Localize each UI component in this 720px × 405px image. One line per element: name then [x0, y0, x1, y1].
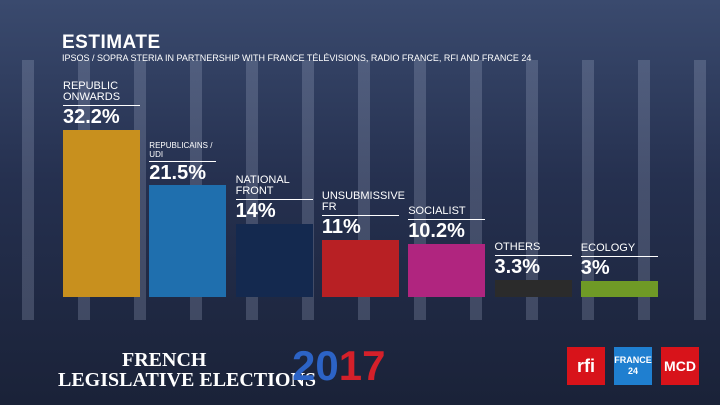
logo: FRANCE 24	[614, 347, 652, 385]
logo: MCD	[661, 347, 699, 385]
bar-label-group: SOCIALIST 10.2%	[408, 206, 493, 242]
bar	[408, 244, 486, 297]
value-label: 21.5%	[149, 161, 207, 184]
bar-label-group: NATIONAL FRONT 14%	[235, 175, 321, 223]
bar-label-group: REPUBLICAINS / UDI 21.5%	[149, 141, 234, 184]
chart-subtitle: IPSOS / SOPRA STERIA IN PARTNERSHIP WITH…	[62, 53, 532, 63]
value-label: 3.3%	[494, 255, 541, 278]
logo: rfi	[567, 347, 605, 385]
bar	[149, 185, 227, 297]
footer-line: FRENCH	[122, 349, 207, 371]
value-label: 14%	[235, 200, 276, 223]
category-label: NATIONAL FRONT	[235, 175, 313, 201]
category-label: OTHERS	[494, 241, 572, 256]
value-label: 3%	[580, 257, 610, 280]
bar-label-group: REPUBLIC ONWARDS 32.2%	[63, 81, 148, 128]
category-label: UNSUBMISSIVE FR	[321, 190, 405, 216]
category-label: REPUBLIC ONWARDS	[63, 81, 140, 106]
category-label: SOCIALIST	[408, 206, 486, 221]
value-label: 11%	[321, 215, 361, 238]
bar-label-group: OTHERS 3.3%	[494, 241, 580, 278]
chart-title: ESTIMATE	[62, 32, 161, 53]
bar-label-group: UNSUBMISSIVE FR 11%	[321, 190, 407, 238]
bar	[321, 239, 399, 297]
bar	[63, 130, 140, 297]
value-label: 10.2%	[408, 220, 465, 243]
bar	[235, 224, 313, 297]
value-label: 32.2%	[63, 106, 120, 128]
bar	[580, 281, 658, 297]
bar	[494, 279, 572, 297]
category-label: ECOLOGY	[580, 243, 658, 258]
footer-year: 2017	[292, 342, 386, 389]
category-label: REPUBLICAINS / UDI	[149, 141, 217, 162]
bar-label-group: ECOLOGY 3%	[580, 243, 666, 280]
footer-line: LEGISLATIVE ELECTIONS	[58, 369, 317, 391]
